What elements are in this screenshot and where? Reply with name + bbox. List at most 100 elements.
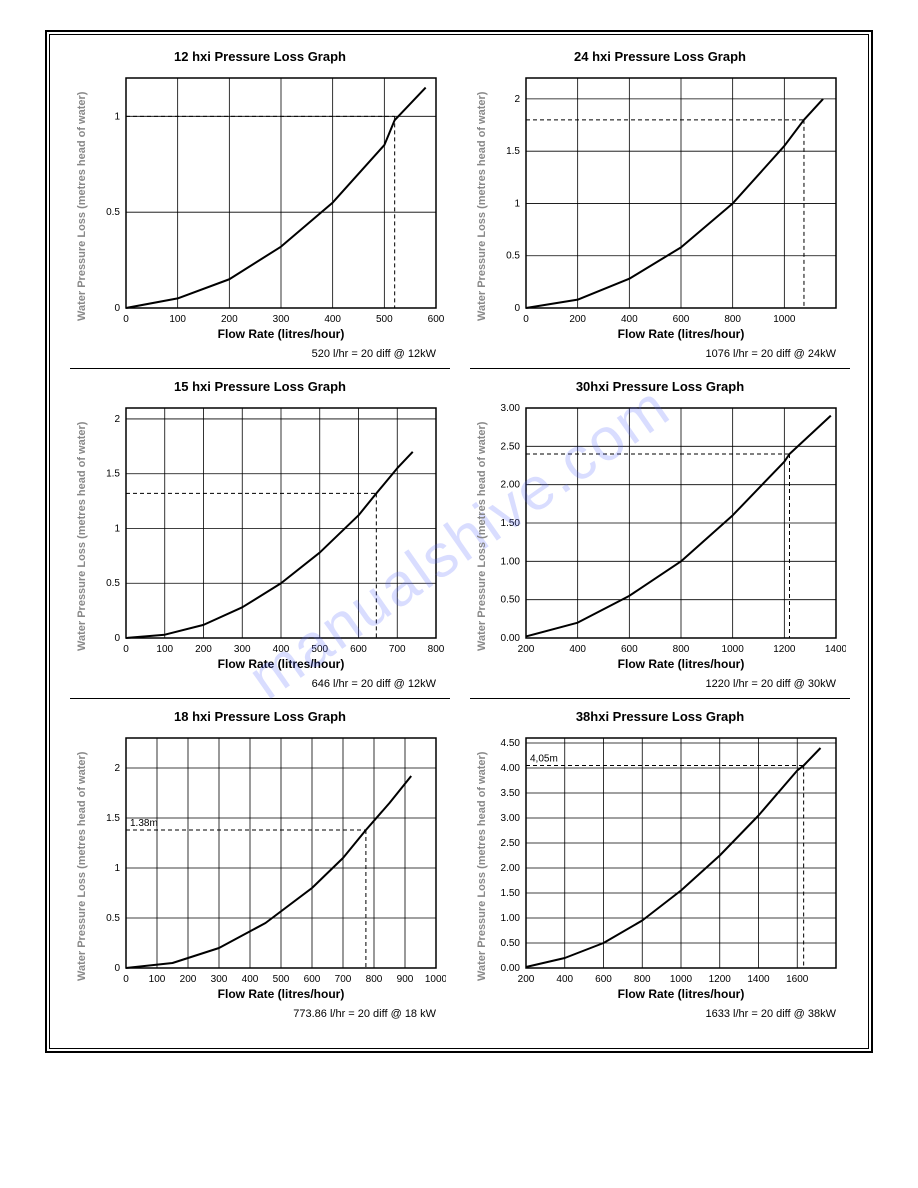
svg-text:900: 900 [397, 974, 414, 985]
svg-text:400: 400 [569, 644, 586, 655]
svg-text:1: 1 [114, 111, 120, 122]
svg-text:4.00: 4.00 [501, 763, 521, 774]
svg-text:1000: 1000 [722, 644, 745, 655]
svg-text:0.00: 0.00 [501, 963, 521, 974]
svg-text:1.5: 1.5 [106, 469, 120, 480]
svg-text:0.5: 0.5 [106, 578, 120, 589]
svg-text:Flow Rate (litres/hour): Flow Rate (litres/hour) [218, 327, 345, 341]
page-frame: manualshive.com 12 hxi Pressure Loss Gra… [45, 30, 873, 1053]
chart-caption: 520 l/hr = 20 diff @ 12kW [74, 348, 446, 360]
y-axis-label: Water Pressure Loss (metres head of wate… [74, 728, 90, 1004]
svg-text:200: 200 [518, 644, 535, 655]
svg-text:800: 800 [428, 644, 445, 655]
svg-text:0: 0 [123, 314, 129, 325]
svg-text:0: 0 [123, 644, 129, 655]
svg-text:2.00: 2.00 [501, 863, 521, 874]
svg-text:1000: 1000 [670, 974, 693, 985]
svg-text:3.00: 3.00 [501, 403, 521, 414]
chart-plot: 2004006008001000120014000.000.501.001.50… [490, 398, 846, 674]
svg-text:200: 200 [221, 314, 238, 325]
chart-c18: 18 hxi Pressure Loss Graph Water Pressure… [70, 705, 450, 1028]
svg-text:1000: 1000 [425, 974, 446, 985]
svg-text:0: 0 [514, 303, 520, 314]
svg-text:0.50: 0.50 [501, 595, 521, 606]
svg-text:800: 800 [366, 974, 383, 985]
chart-plot: 010020030040050060000.51Flow Rate (litre… [90, 68, 446, 344]
chart-c30: 30hxi Pressure Loss GraphWater Pressure … [470, 375, 850, 699]
svg-text:600: 600 [595, 974, 612, 985]
charts-panel: manualshive.com 12 hxi Pressure Loss Gra… [49, 34, 869, 1049]
svg-text:800: 800 [724, 314, 741, 325]
svg-text:0.5: 0.5 [106, 913, 120, 924]
chart-title: 24 hxi Pressure Loss Graph [474, 49, 846, 64]
svg-text:200: 200 [569, 314, 586, 325]
svg-text:400: 400 [242, 974, 259, 985]
svg-text:500: 500 [376, 314, 393, 325]
svg-text:2.00: 2.00 [501, 480, 521, 491]
svg-text:300: 300 [211, 974, 228, 985]
svg-text:1200: 1200 [709, 974, 732, 985]
svg-text:700: 700 [389, 644, 406, 655]
svg-text:1: 1 [114, 523, 120, 534]
svg-text:100: 100 [169, 314, 186, 325]
svg-text:200: 200 [195, 644, 212, 655]
svg-text:600: 600 [428, 314, 445, 325]
svg-text:0: 0 [114, 303, 120, 314]
chart-title: 15 hxi Pressure Loss Graph [74, 379, 446, 394]
chart-c12: 12 hxi Pressure Loss GraphWater Pressure… [70, 45, 450, 369]
svg-text:0: 0 [523, 314, 529, 325]
chart-c15: 15 hxi Pressure Loss Graph Water Pressure… [70, 375, 450, 699]
svg-text:200: 200 [518, 974, 535, 985]
svg-text:Flow Rate (litres/hour): Flow Rate (litres/hour) [218, 987, 345, 1001]
svg-text:1000: 1000 [773, 314, 796, 325]
svg-text:600: 600 [621, 644, 638, 655]
svg-text:1.00: 1.00 [501, 556, 521, 567]
chart-plot: 20040060080010001200140016000.000.501.00… [490, 728, 846, 1004]
chart-plot: 0100200300400500600700800900100000.511.5… [90, 728, 446, 1004]
chart-c24: 24 hxi Pressure Loss Graph Water Pressure… [470, 45, 850, 369]
svg-text:3.50: 3.50 [501, 788, 521, 799]
svg-text:Flow Rate (litres/hour): Flow Rate (litres/hour) [218, 657, 345, 671]
svg-text:1.50: 1.50 [501, 518, 521, 529]
svg-text:700: 700 [335, 974, 352, 985]
svg-text:2.50: 2.50 [501, 838, 521, 849]
svg-text:600: 600 [304, 974, 321, 985]
svg-text:1200: 1200 [773, 644, 796, 655]
svg-text:300: 300 [234, 644, 251, 655]
chart-title: 38hxi Pressure Loss Graph [474, 709, 846, 724]
svg-text:0.5: 0.5 [106, 207, 120, 218]
svg-text:1.50: 1.50 [501, 888, 521, 899]
svg-text:500: 500 [273, 974, 290, 985]
chart-title: 18 hxi Pressure Loss Graph [74, 709, 446, 724]
y-axis-label: Water Pressure Loss (metres head of wate… [74, 398, 90, 674]
chart-caption: 1220 l/hr = 20 diff @ 30kW [474, 678, 846, 690]
svg-text:2: 2 [514, 94, 520, 105]
svg-text:400: 400 [273, 644, 290, 655]
chart-plot: 0200400600800100000.511.52Flow Rate (lit… [490, 68, 846, 344]
svg-text:100: 100 [156, 644, 173, 655]
chart-plot: 010020030040050060070080000.511.52Flow R… [90, 398, 446, 674]
svg-text:400: 400 [324, 314, 341, 325]
svg-text:Flow Rate (litres/hour): Flow Rate (litres/hour) [618, 657, 745, 671]
chart-c38: 38hxi Pressure Loss GraphWater Pressure … [470, 705, 850, 1028]
svg-text:600: 600 [350, 644, 367, 655]
svg-text:100: 100 [149, 974, 166, 985]
svg-text:800: 800 [673, 644, 690, 655]
y-axis-label: Water Pressure Loss (metres head of wate… [74, 68, 90, 344]
svg-text:1.5: 1.5 [506, 146, 520, 157]
charts-grid: 12 hxi Pressure Loss GraphWater Pressure… [70, 45, 848, 1028]
svg-text:0: 0 [114, 963, 120, 974]
svg-text:Flow Rate (litres/hour): Flow Rate (litres/hour) [618, 987, 745, 1001]
chart-caption: 1633 l/hr = 20 diff @ 38kW [474, 1008, 846, 1020]
y-axis-label: Water Pressure Loss (metres head of wate… [474, 68, 490, 344]
svg-text:4,05m: 4,05m [530, 754, 558, 765]
svg-text:0: 0 [123, 974, 129, 985]
svg-text:2: 2 [114, 414, 120, 425]
svg-text:1.38m: 1.38m [130, 818, 158, 829]
svg-text:400: 400 [556, 974, 573, 985]
y-axis-label: Water Pressure Loss (metres head of wate… [474, 398, 490, 674]
svg-text:1400: 1400 [825, 644, 846, 655]
svg-text:800: 800 [634, 974, 651, 985]
svg-text:200: 200 [180, 974, 197, 985]
svg-text:400: 400 [621, 314, 638, 325]
